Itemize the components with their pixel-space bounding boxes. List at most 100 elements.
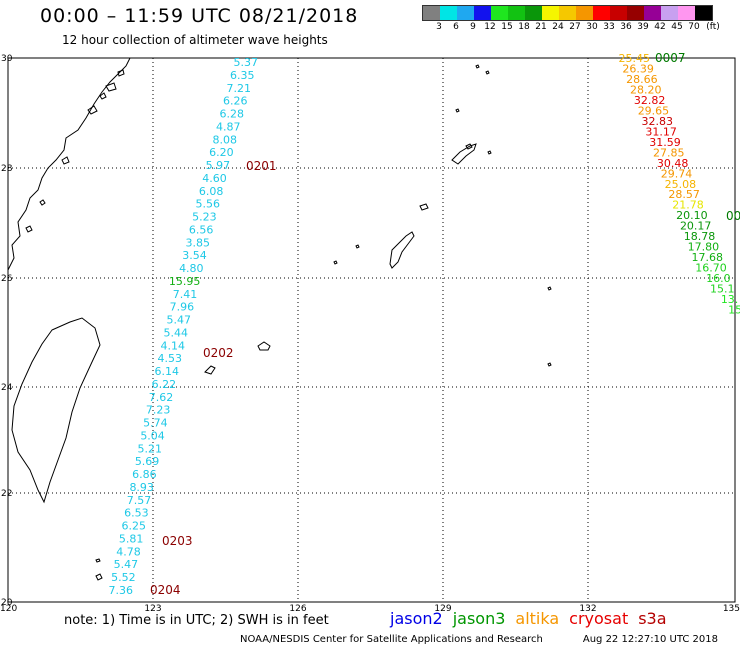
wave-height-value: 4.78	[116, 545, 141, 558]
color-scale-label: 9	[470, 22, 476, 32]
color-swatch	[423, 6, 440, 20]
wave-height-value: 15	[728, 304, 740, 317]
wave-height-value: 6.14	[155, 365, 180, 378]
wave-height-value: 6.26	[223, 95, 248, 108]
pass-time-label: 0007	[655, 51, 686, 65]
color-swatch	[525, 6, 542, 20]
wave-height-value: 5.97	[206, 159, 231, 172]
wave-height-value: 32.83	[642, 115, 674, 128]
wave-height-value: 3.54	[182, 249, 207, 262]
wave-height-value: 7.21	[226, 82, 251, 95]
wave-height-value: 28.57	[668, 188, 700, 201]
wave-height-value: 6.25	[122, 520, 147, 533]
wave-height-value: 6.86	[132, 468, 157, 481]
wave-height-value: 5.56	[195, 198, 220, 211]
lat-label: 28	[1, 164, 13, 174]
color-swatch	[610, 6, 627, 20]
wave-height-value: 4.14	[160, 339, 185, 352]
ryukyu-amami	[451, 143, 477, 165]
wave-height-value: 7.36	[109, 584, 134, 597]
color-scale-label: 30	[586, 22, 598, 32]
wave-height-value: 25.45	[619, 52, 651, 65]
pass-time-label: 0203	[162, 534, 193, 548]
color-scale-bar	[422, 5, 713, 21]
wave-height-value: 8.93	[129, 481, 154, 494]
color-scale-label: 42	[654, 22, 666, 32]
wave-height-value: 5.21	[138, 442, 163, 455]
legend-entry-s3a: s3a	[638, 609, 667, 628]
color-scale-label: 21	[535, 22, 547, 32]
color-swatch	[542, 6, 559, 20]
wave-height-value: 20.17	[680, 220, 712, 233]
color-scale-label: 39	[637, 22, 649, 32]
color-scale-label: 6	[453, 22, 459, 32]
wave-height-value: 7.96	[170, 301, 195, 314]
wave-height-value: 28.20	[630, 83, 662, 96]
wave-height-value: 32.82	[634, 94, 666, 107]
pass-time-label: 0204	[150, 583, 181, 597]
wave-height-value: 16.0	[706, 272, 731, 285]
wave-height-value: 18.78	[684, 230, 716, 243]
color-scale-unit: (ft)	[706, 22, 720, 32]
lon-label: 132	[579, 604, 596, 614]
wave-height-value: 28.66	[626, 73, 658, 86]
map-title: 00:00 – 11:59 UTC 08/21/2018	[40, 5, 359, 27]
color-swatch	[593, 6, 610, 20]
lon-label: 135	[723, 604, 740, 614]
wave-height-value: 5.23	[192, 211, 217, 224]
color-swatch	[627, 6, 644, 20]
footer: NOAA/NESDIS Center for Satellite Applica…	[240, 634, 718, 645]
wave-height-value: 30.48	[657, 157, 689, 170]
wave-height-value: 15.1	[710, 283, 735, 296]
wave-height-value: 6.56	[189, 223, 214, 236]
small-islands	[95, 64, 552, 581]
wave-height-value: 15.95	[169, 275, 201, 288]
wave-height-value: 7.62	[149, 391, 174, 404]
wave-height-value: 4.80	[179, 262, 204, 275]
wave-height-value: 5.81	[119, 532, 144, 545]
color-scale-label: 24	[552, 22, 564, 32]
lon-label: 120	[0, 604, 17, 614]
wave-height-value: 5.74	[143, 417, 168, 430]
legend-entry-jason2: jason2	[390, 609, 443, 628]
map-subtitle: 12 hour collection of altimeter wave hei…	[62, 33, 328, 47]
lon-label: 126	[289, 604, 306, 614]
wave-height-value: 6.08	[199, 185, 224, 198]
lat-label: 30	[1, 54, 13, 64]
color-scale-label: 33	[603, 22, 615, 32]
color-scale-label: 12	[484, 22, 496, 32]
lat-lon-grid	[8, 58, 735, 602]
color-swatch	[457, 6, 474, 20]
color-swatch	[644, 6, 661, 20]
wave-height-value: 6.22	[152, 378, 177, 391]
color-scale-label: 45	[671, 22, 683, 32]
wave-height-value: 6.28	[219, 108, 244, 121]
wave-height-value: 29.65	[638, 104, 670, 117]
color-swatch	[559, 6, 576, 20]
wave-height-value: 6.53	[124, 507, 149, 520]
footer-credit: NOAA/NESDIS Center for Satellite Applica…	[240, 634, 543, 645]
legend-entry-altika: altika	[515, 609, 560, 628]
wave-height-value: 31.59	[649, 136, 681, 149]
color-scale-label: 36	[620, 22, 632, 32]
note-text: note: 1) Time is in UTC; 2) SWH is in fe…	[64, 613, 329, 628]
color-swatch	[491, 6, 508, 20]
wave-height-value: 7.41	[173, 288, 198, 301]
okinawa	[389, 231, 415, 269]
color-swatch	[440, 6, 457, 20]
wave-height-value: 4.60	[202, 172, 227, 185]
wave-height-value: 17.68	[691, 251, 723, 264]
lat-label: 24	[1, 383, 13, 393]
lat-label: 20	[1, 598, 13, 608]
color-scale-label: 27	[569, 22, 581, 32]
taiwan-coastline	[11, 317, 101, 504]
color-scale-label: 70	[688, 22, 700, 32]
wave-height-value: 29.74	[661, 167, 693, 180]
wave-height-value: 7.57	[127, 494, 152, 507]
wave-height-value: 8.08	[213, 133, 238, 146]
wave-height-value: 21.78	[672, 199, 704, 212]
color-scale-label: 18	[518, 22, 530, 32]
wave-height-value: 5.69	[135, 455, 160, 468]
wave-height-value: 4.53	[157, 352, 182, 365]
